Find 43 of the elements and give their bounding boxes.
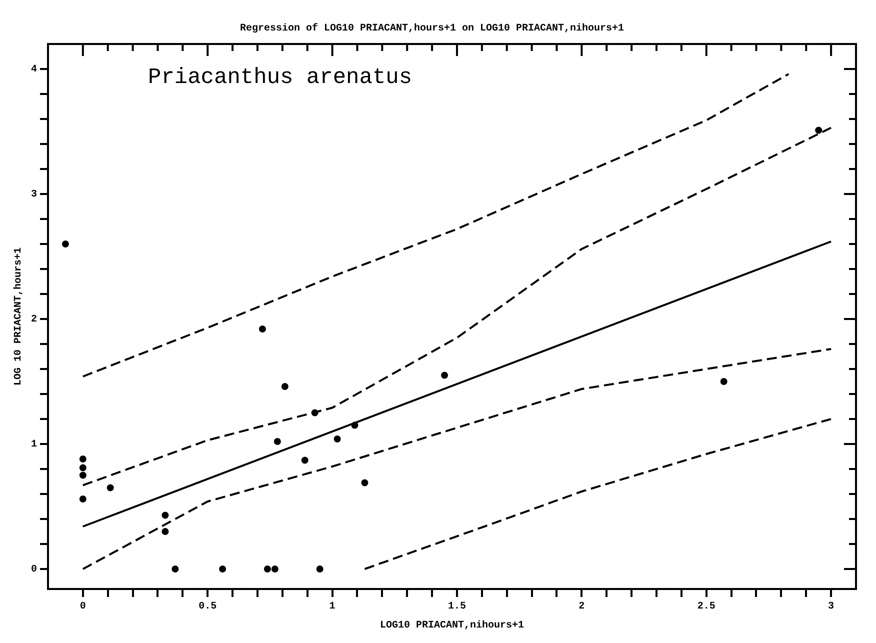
point — [271, 566, 278, 572]
x-tick-label: 2.5 — [697, 602, 716, 613]
point — [79, 496, 86, 502]
point — [79, 464, 86, 472]
point — [264, 566, 271, 572]
x-tick-label: 2 — [578, 602, 585, 613]
point — [351, 422, 358, 429]
point — [79, 472, 86, 479]
y-tick-label: 3 — [30, 190, 37, 201]
annotation: Priacanthus arenatus — [148, 64, 412, 90]
x-axis-title: LOG10 PRIACANT,nihours+1 — [380, 620, 524, 632]
point — [162, 512, 169, 519]
x-tick-label: 3 — [828, 602, 834, 613]
point — [106, 484, 114, 492]
x-tick-label: 0 — [80, 602, 86, 613]
point — [334, 436, 341, 442]
x-tick-label: 0.5 — [198, 602, 217, 613]
y-tick-label: 1 — [30, 440, 37, 451]
point — [720, 378, 728, 385]
point — [219, 566, 226, 572]
point — [815, 126, 822, 134]
point — [162, 528, 169, 535]
line-series — [364, 418, 832, 570]
line-series — [82, 348, 832, 570]
y-tick-label: 2 — [30, 314, 37, 326]
point — [441, 372, 448, 379]
point — [301, 456, 308, 464]
point — [79, 456, 86, 462]
chart-title: Regression of LOG10 PRIACANT,hours+1 on LOG10 PRIACANT,nihours+1 — [240, 22, 624, 35]
point — [361, 479, 368, 486]
y-tick-label: 0 — [30, 564, 37, 576]
point — [172, 566, 179, 572]
point — [311, 409, 318, 416]
y-axis-title: LOG 10 PRIACANT,hours+1 — [12, 247, 25, 386]
point — [62, 240, 69, 248]
line-series — [82, 126, 832, 486]
x-tick-label: 1.5 — [448, 602, 466, 613]
y-tick-label: 4 — [30, 64, 37, 76]
point — [258, 326, 266, 332]
point — [281, 383, 288, 390]
point — [274, 438, 281, 445]
point — [316, 566, 324, 572]
x-tick-label: 1 — [329, 602, 336, 613]
